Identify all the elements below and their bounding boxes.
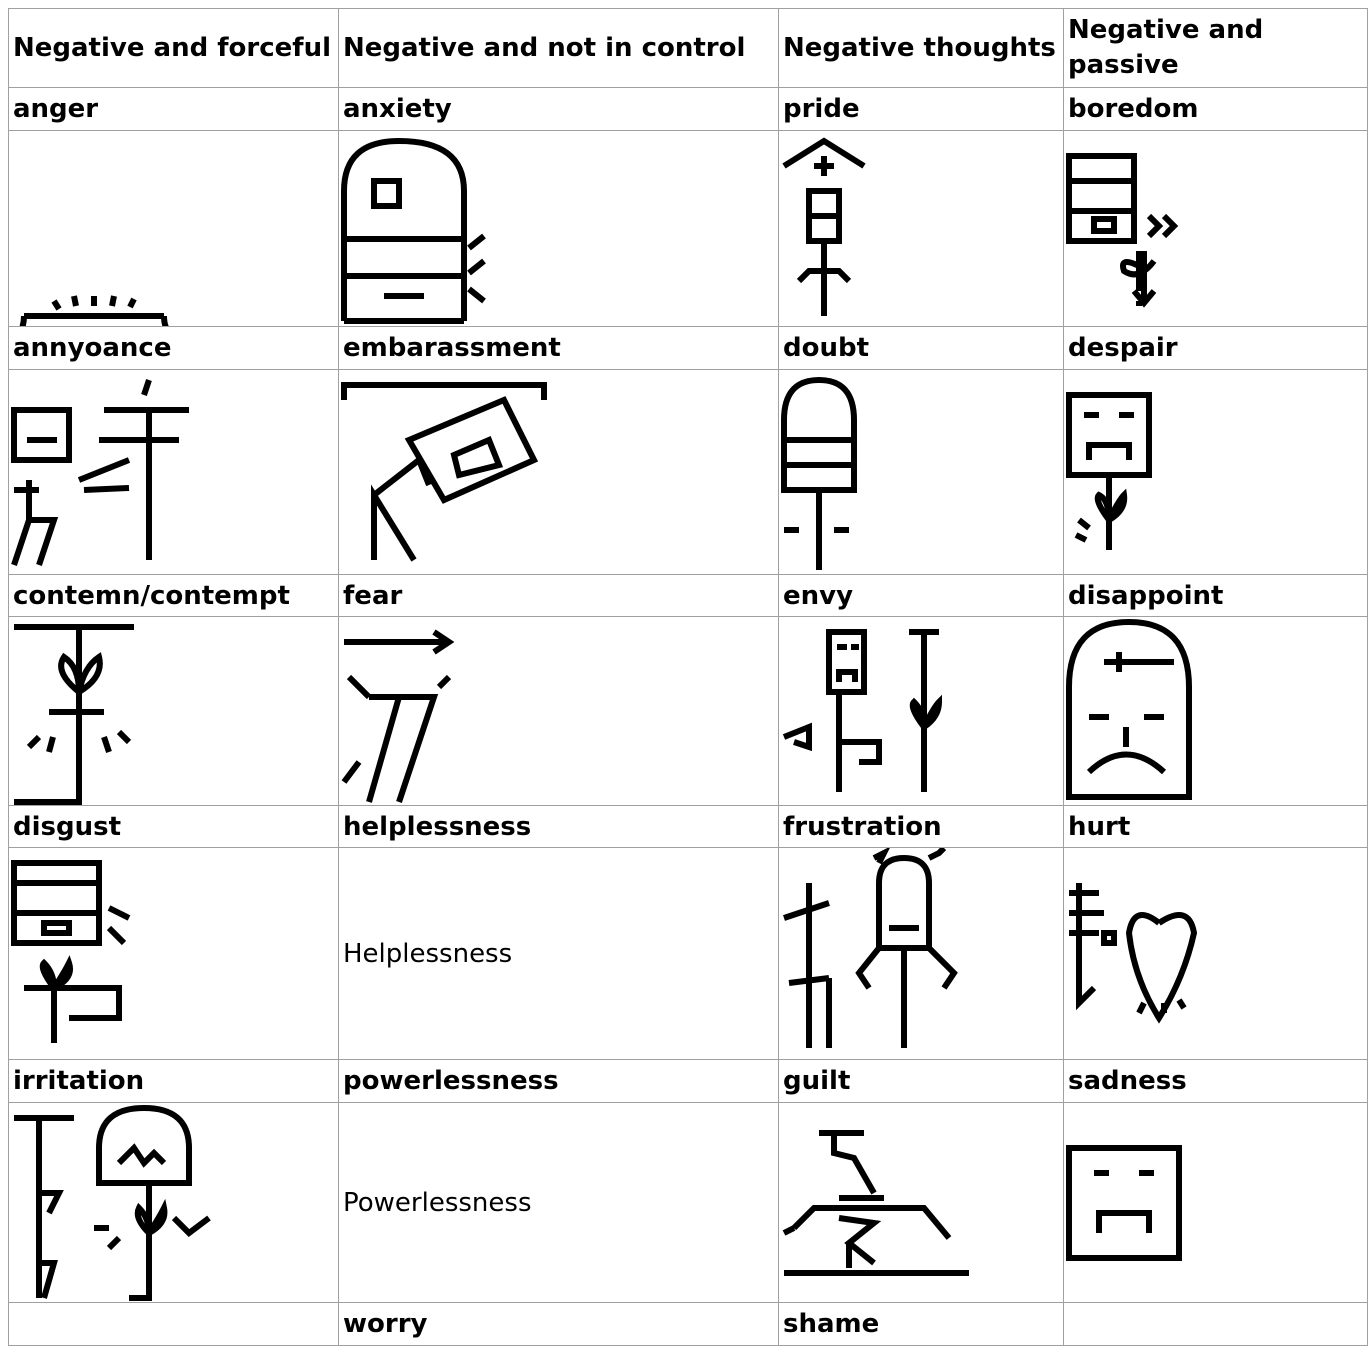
glyph: [783, 848, 958, 1048]
glyph-cell: [338, 130, 779, 327]
emotion-label: sadness: [1063, 1059, 1368, 1103]
glyph-cell: [1063, 847, 1368, 1060]
glyph-cell: [1063, 130, 1368, 327]
glyph-cell: [8, 1102, 339, 1303]
emotion-label: annyoance: [8, 326, 339, 370]
emotion-label: [8, 1302, 339, 1346]
emotion-label: disappoint: [1063, 574, 1368, 617]
glyph: [341, 382, 547, 562]
emotion-label: doubt: [778, 326, 1064, 370]
glyph: [14, 624, 134, 805]
emotion-label: boredom: [1063, 87, 1368, 131]
glyph: [14, 1104, 211, 1301]
glyph: [341, 629, 455, 803]
glyph-cell: [338, 369, 779, 575]
glyph-cell: [8, 130, 339, 327]
emotion-label: disgust: [8, 805, 339, 848]
glyph: [782, 137, 866, 316]
emotion-label: anxiety: [338, 87, 779, 131]
glyph-cell: [778, 847, 1064, 1060]
emotion-label: embarassment: [338, 326, 779, 370]
glyph: [19, 295, 169, 326]
glyph: [1066, 153, 1179, 308]
glyph: [781, 376, 857, 570]
glyph-cell: [8, 616, 339, 806]
glyph-cell: [778, 1102, 1064, 1303]
emotion-label: anger: [8, 87, 339, 131]
glyph: [11, 379, 189, 566]
emotion-label: frustration: [778, 805, 1064, 848]
glyph-cell: [778, 130, 1064, 327]
emotion-label: pride: [778, 87, 1064, 131]
header-cell: Negative thoughts: [778, 8, 1064, 88]
emotion-label: fear: [338, 574, 779, 617]
glyph: [782, 1130, 969, 1276]
emotion-label: irritation: [8, 1059, 339, 1103]
emotion-label: hurt: [1063, 805, 1368, 848]
glyph-cell: [1063, 1102, 1368, 1303]
cell-text: Helplessness: [338, 847, 779, 1060]
glyph-cell: [1063, 369, 1368, 575]
glyph-cell: [8, 847, 339, 1060]
cell-text: Powerlessness: [338, 1102, 779, 1303]
glyph: [1066, 392, 1152, 550]
glyph-cell: [778, 616, 1064, 806]
header-cell: Negative and passive: [1063, 8, 1368, 88]
glyph: [1069, 883, 1198, 1024]
emotion-label: contemn/contempt: [8, 574, 339, 617]
glyph-cell: [1063, 616, 1368, 806]
emotion-label: helplessness: [338, 805, 779, 848]
glyph: [11, 860, 131, 1043]
glyph-cell: [778, 369, 1064, 575]
glyph-cell: [8, 369, 339, 575]
emotion-label: guilt: [778, 1059, 1064, 1103]
header-cell: Negative and forceful: [8, 8, 339, 88]
glyph-cell: [338, 616, 779, 806]
glyph: [1066, 618, 1192, 800]
emotion-label: [1063, 1302, 1368, 1346]
glyph: [341, 137, 486, 324]
glyph: [782, 629, 943, 792]
emotion-label: worry: [338, 1302, 779, 1346]
emotion-label: shame: [778, 1302, 1064, 1346]
emotion-label: envy: [778, 574, 1064, 617]
emotion-label: despair: [1063, 326, 1368, 370]
glyph: [1066, 1145, 1182, 1261]
header-cell: Negative and not in control: [338, 8, 779, 88]
emotion-label: powerlessness: [338, 1059, 779, 1103]
